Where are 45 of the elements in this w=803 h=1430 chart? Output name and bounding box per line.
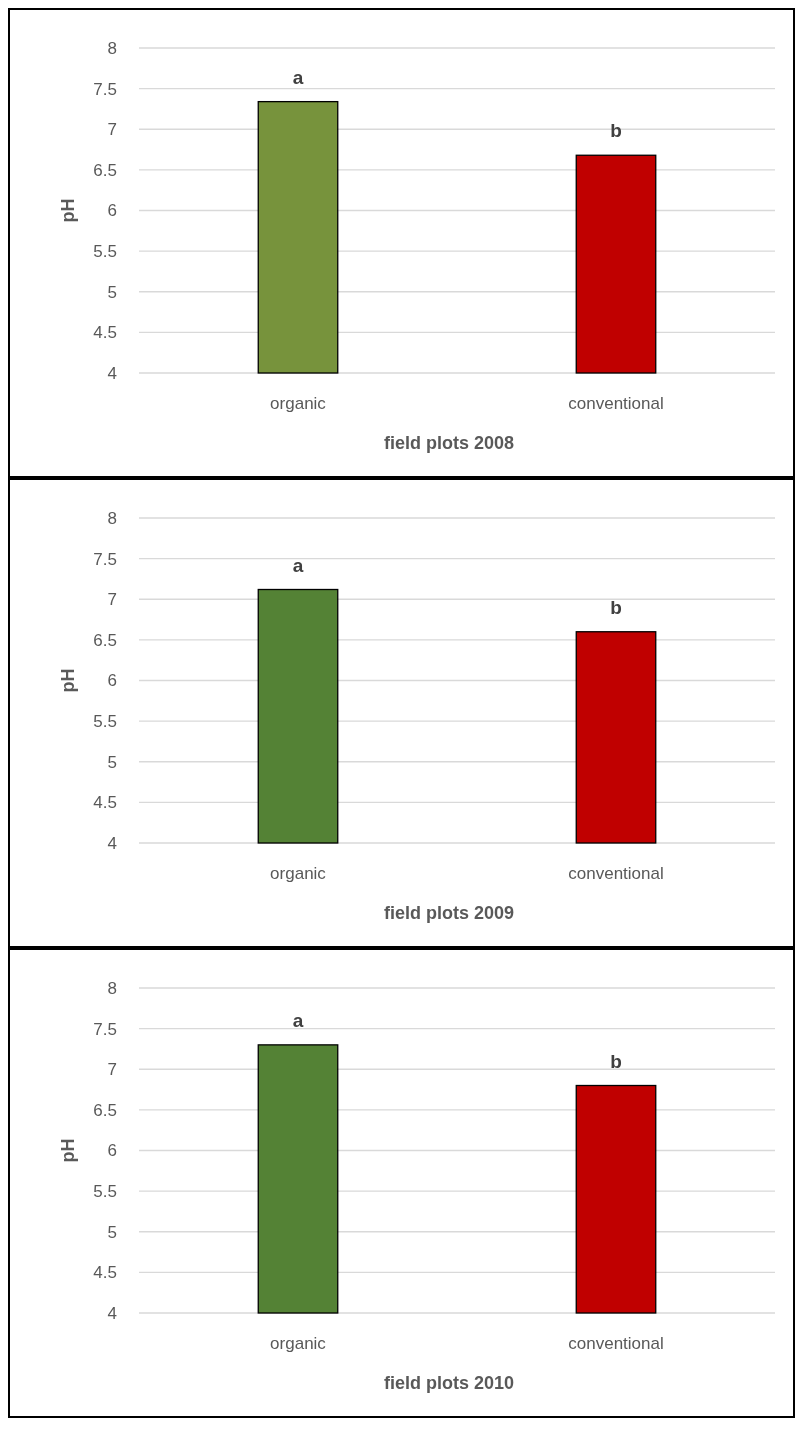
x-tick-label: conventional xyxy=(568,864,664,883)
y-tick-label: 4.5 xyxy=(93,323,117,343)
y-tick-label: 5 xyxy=(107,752,117,772)
y-tick-label: 5.5 xyxy=(93,712,117,732)
y-tick-label: 4 xyxy=(107,833,117,853)
x-tick-label: organic xyxy=(270,394,327,413)
y-tick-label: 7.5 xyxy=(93,549,117,569)
x-axis-title: field plots 2010 xyxy=(383,1373,515,1393)
y-tick-label: 7 xyxy=(107,590,117,610)
y-tick-label: 6 xyxy=(107,671,117,691)
y-tick-label: 4.5 xyxy=(93,793,117,813)
annotation: b xyxy=(610,1050,622,1072)
annotation: a xyxy=(292,554,304,576)
annotation: a xyxy=(292,66,304,88)
y-tick-label: 5.5 xyxy=(93,1182,117,1202)
x-axis-title: field plots 2008 xyxy=(383,433,515,453)
y-axis-title: pH xyxy=(58,668,78,693)
y-tick-label: 8 xyxy=(107,508,117,528)
y-tick-label: 4.5 xyxy=(93,1263,117,1283)
y-tick-label: 7 xyxy=(107,1060,117,1080)
y-tick-label: 6 xyxy=(107,1141,117,1161)
x-tick-label: organic xyxy=(270,1334,327,1353)
x-tick-label: organic xyxy=(270,864,327,883)
x-axis-title: field plots 2009 xyxy=(383,903,515,923)
x-tick-label: conventional xyxy=(568,1334,664,1353)
y-axis-title: pH xyxy=(58,198,78,223)
y-tick-label: 8 xyxy=(107,978,117,998)
y-tick-label: 6.5 xyxy=(93,1100,117,1120)
y-tick-label: 5 xyxy=(107,1222,117,1242)
y-tick-label: 5.5 xyxy=(93,242,117,262)
y-tick-label: 6.5 xyxy=(93,630,117,650)
y-tick-label: 4 xyxy=(107,1303,117,1323)
y-tick-label: 5 xyxy=(107,282,117,302)
y-tick-label: 7 xyxy=(107,120,117,140)
y-tick-label: 7.5 xyxy=(93,1019,117,1039)
annotation: b xyxy=(610,596,622,618)
annotation: b xyxy=(610,120,622,142)
annotation: a xyxy=(292,1009,304,1031)
y-tick-label: 7.5 xyxy=(93,79,117,99)
y-tick-label: 4 xyxy=(107,363,117,383)
y-tick-label: 8 xyxy=(107,38,117,58)
y-axis-title: pH xyxy=(58,1138,78,1163)
y-tick-label: 6.5 xyxy=(93,160,117,180)
y-tick-label: 6 xyxy=(107,201,117,221)
x-tick-label: conventional xyxy=(568,394,664,413)
